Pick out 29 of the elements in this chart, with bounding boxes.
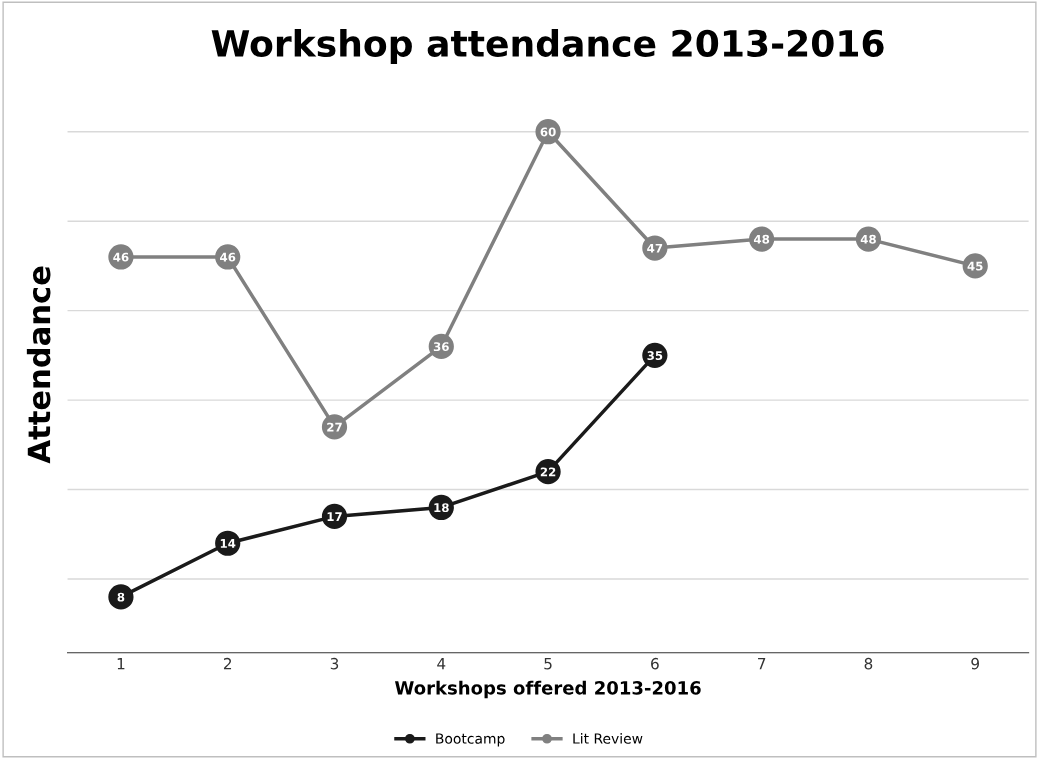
data-label: 22 bbox=[540, 467, 556, 477]
data-label: 18 bbox=[434, 503, 449, 513]
x-tick-label: 6 bbox=[651, 657, 659, 670]
x-tick-label: 5 bbox=[544, 658, 552, 670]
legend-label: Bootcamp bbox=[436, 733, 505, 747]
chart-title: Workshop attendance 2013-2016 bbox=[211, 29, 884, 64]
legend-label: Lit Review bbox=[573, 733, 643, 744]
data-label: 17 bbox=[327, 512, 342, 521]
x-tick-label: 8 bbox=[864, 657, 873, 670]
data-label: 14 bbox=[220, 539, 236, 548]
data-label: 45 bbox=[967, 261, 983, 271]
data-label: 35 bbox=[647, 351, 663, 361]
y-axis-title: Attendance bbox=[26, 266, 51, 464]
data-label: 47 bbox=[647, 243, 663, 253]
data-label: 48 bbox=[860, 234, 876, 244]
data-label: 8 bbox=[117, 592, 125, 602]
x-tick-label: 3 bbox=[330, 657, 339, 670]
data-label: 48 bbox=[753, 234, 770, 244]
x-tick-label: 4 bbox=[437, 658, 446, 670]
data-label: 36 bbox=[433, 342, 449, 352]
data-label: 27 bbox=[327, 422, 342, 432]
x-tick-label: 2 bbox=[223, 657, 232, 670]
x-tick-label: 7 bbox=[758, 658, 766, 670]
x-tick-label: 9 bbox=[971, 657, 979, 670]
data-label: 46 bbox=[220, 252, 236, 262]
data-label: 46 bbox=[113, 252, 129, 262]
x-tick-label: 1 bbox=[117, 658, 125, 670]
data-label: 60 bbox=[540, 127, 556, 137]
x-axis-title: Workshops offered 2013-2016 bbox=[394, 680, 701, 699]
